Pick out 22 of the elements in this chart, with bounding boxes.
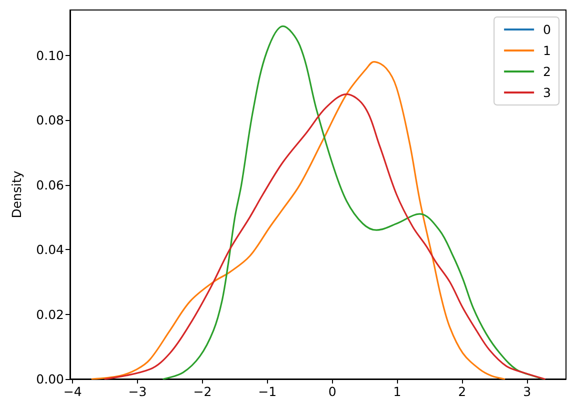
y-axis-title: Density (9, 170, 24, 218)
y-tick-label: 0.00 (36, 372, 64, 386)
legend-label: 3 (543, 85, 551, 100)
x-tick-label: 3 (523, 384, 532, 399)
legend-label: 0 (543, 22, 552, 37)
y-tick-label: 0.06 (36, 177, 64, 192)
y-tick-label: 0.08 (36, 112, 64, 128)
y-tick-label: 0.02 (36, 306, 64, 322)
legend-label: 2 (543, 64, 551, 79)
x-tick-label: −4 (63, 384, 82, 399)
y-tick-label: 0.04 (36, 242, 64, 258)
line-series (162, 25, 545, 380)
x-tick-label: −2 (193, 384, 212, 399)
x-tick-label: 2 (458, 384, 466, 399)
legend-label: 1 (543, 43, 551, 58)
x-tick-label: −1 (258, 384, 277, 399)
x-tick-label: 0 (328, 384, 336, 399)
line-series (91, 60, 506, 380)
y-tick-label: 0.10 (36, 48, 64, 63)
line-series (104, 93, 546, 380)
x-tick-label: −3 (128, 384, 147, 399)
x-tick-label: 1 (393, 384, 402, 399)
